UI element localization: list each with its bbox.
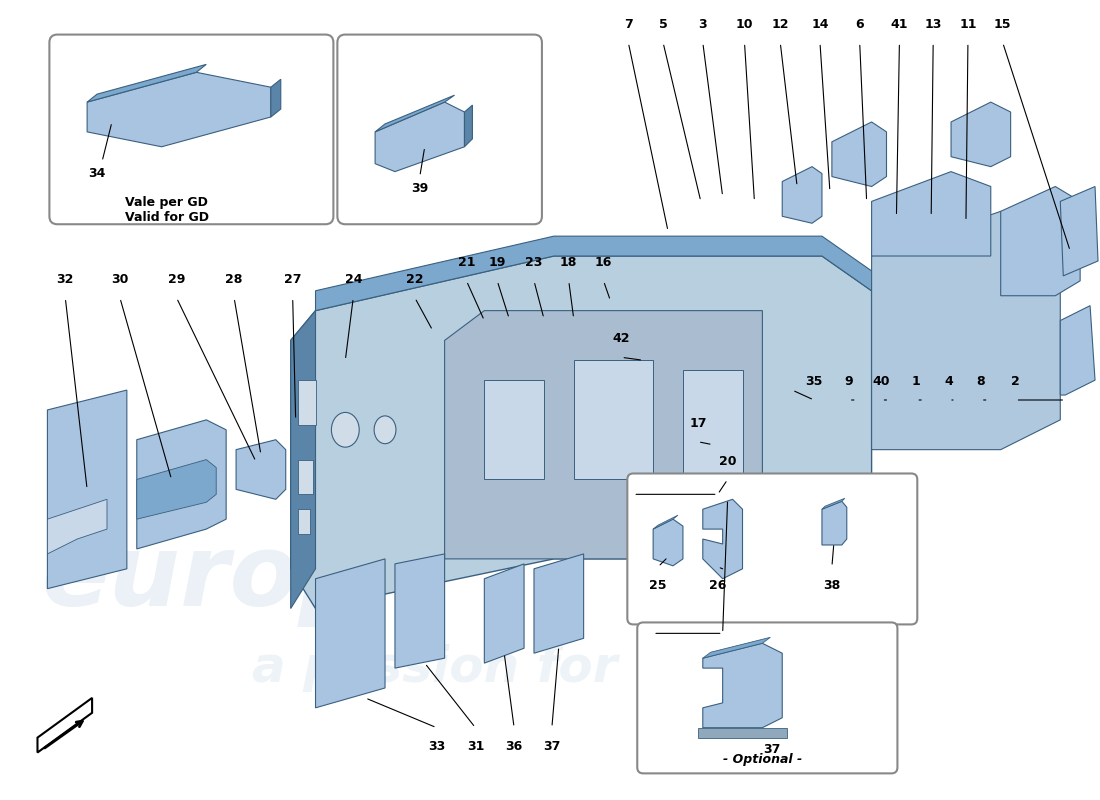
Text: 40: 40 [872, 375, 890, 388]
Text: 25: 25 [649, 578, 667, 592]
Text: 22: 22 [406, 273, 424, 286]
Text: 27: 27 [284, 273, 301, 286]
Polygon shape [47, 499, 107, 554]
FancyBboxPatch shape [50, 34, 333, 224]
Text: 28: 28 [226, 273, 243, 286]
Text: 23: 23 [526, 256, 542, 269]
Polygon shape [136, 459, 217, 519]
Polygon shape [290, 256, 871, 609]
Text: 18: 18 [560, 256, 578, 269]
Polygon shape [1060, 186, 1098, 276]
Polygon shape [236, 440, 286, 499]
Text: 4: 4 [945, 375, 954, 388]
Text: europ: europ [42, 530, 371, 627]
Polygon shape [574, 360, 653, 479]
Text: 14: 14 [811, 18, 828, 30]
FancyBboxPatch shape [627, 474, 917, 625]
Text: 5: 5 [659, 18, 668, 30]
Polygon shape [782, 166, 822, 223]
Text: 21: 21 [458, 256, 475, 269]
Polygon shape [822, 498, 845, 510]
Polygon shape [87, 64, 207, 102]
Polygon shape [822, 502, 847, 545]
Text: 6: 6 [856, 18, 864, 30]
Text: 26: 26 [710, 578, 726, 592]
Text: 12: 12 [771, 18, 789, 30]
Polygon shape [534, 554, 584, 654]
Text: 20: 20 [719, 454, 736, 467]
Text: 24: 24 [344, 273, 362, 286]
Text: 32: 32 [56, 273, 74, 286]
Polygon shape [87, 72, 271, 146]
Polygon shape [703, 643, 782, 728]
Text: 11: 11 [959, 18, 977, 30]
Polygon shape [395, 554, 444, 668]
Ellipse shape [374, 416, 396, 444]
Text: 33: 33 [428, 740, 446, 753]
Polygon shape [703, 638, 770, 658]
Text: 1: 1 [912, 375, 921, 388]
Text: 37: 37 [763, 742, 781, 755]
FancyBboxPatch shape [338, 34, 542, 224]
Polygon shape [316, 236, 871, 310]
Text: 13: 13 [924, 18, 942, 30]
Text: 3: 3 [698, 18, 707, 30]
Text: 16: 16 [595, 256, 613, 269]
Polygon shape [375, 95, 454, 132]
Polygon shape [484, 380, 543, 479]
Polygon shape [703, 499, 742, 578]
Polygon shape [484, 564, 524, 663]
Polygon shape [832, 122, 887, 186]
Polygon shape [316, 559, 385, 708]
Text: 42: 42 [613, 332, 630, 346]
Text: 2: 2 [1011, 375, 1020, 388]
Polygon shape [298, 380, 316, 425]
Text: 10: 10 [736, 18, 754, 30]
Text: 41: 41 [891, 18, 909, 30]
Text: 30: 30 [111, 273, 129, 286]
Polygon shape [47, 390, 126, 589]
Text: 15: 15 [994, 18, 1011, 30]
Text: 19: 19 [488, 256, 506, 269]
Ellipse shape [331, 413, 360, 447]
Text: a passion for: a passion for [252, 644, 617, 692]
Polygon shape [375, 102, 464, 172]
Polygon shape [136, 420, 227, 549]
Text: 37: 37 [543, 740, 561, 753]
Polygon shape [271, 79, 281, 117]
Polygon shape [298, 459, 312, 494]
Text: 9: 9 [845, 375, 854, 388]
Text: 38: 38 [823, 578, 840, 592]
Text: 31: 31 [466, 740, 484, 753]
Polygon shape [697, 728, 788, 738]
Polygon shape [1001, 186, 1080, 296]
Polygon shape [871, 172, 991, 256]
Polygon shape [871, 211, 1060, 450]
Polygon shape [653, 519, 683, 566]
Polygon shape [464, 105, 472, 146]
Polygon shape [290, 310, 316, 609]
Text: 7: 7 [624, 18, 632, 30]
Polygon shape [683, 370, 743, 479]
Polygon shape [37, 698, 92, 753]
Text: 34: 34 [88, 166, 106, 180]
Text: 35: 35 [805, 375, 823, 388]
Text: - Optional -: - Optional - [723, 753, 802, 766]
Text: 29: 29 [168, 273, 185, 286]
Polygon shape [444, 310, 762, 559]
Polygon shape [952, 102, 1011, 166]
Text: 36: 36 [506, 740, 522, 753]
FancyBboxPatch shape [637, 622, 898, 774]
Text: 39: 39 [411, 182, 428, 194]
Polygon shape [1060, 306, 1094, 395]
Polygon shape [653, 515, 678, 529]
Text: 17: 17 [689, 417, 706, 430]
Text: 8: 8 [977, 375, 986, 388]
Text: Vale per GD
Valid for GD: Vale per GD Valid for GD [124, 197, 209, 225]
Polygon shape [298, 510, 309, 534]
